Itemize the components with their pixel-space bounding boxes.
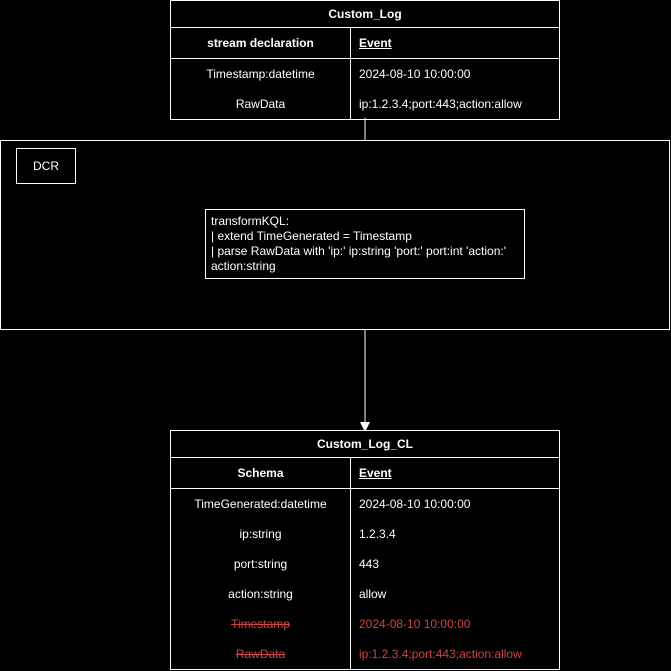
source-event-1: ip:1.2.3.4;port:443;action:allow	[351, 89, 559, 119]
dest-header-event: Event	[351, 458, 559, 488]
dest-row-3: action:string allow	[171, 579, 559, 609]
source-schema-1: RawData	[171, 89, 351, 119]
kql-line-1: | extend TimeGenerated = Timestamp	[211, 229, 519, 244]
dest-row-4: Timestamp 2024-08-10 10:00:00	[171, 609, 559, 639]
source-title: Custom_Log	[171, 1, 559, 28]
dest-event-4: 2024-08-10 10:00:00	[351, 609, 559, 639]
dcr-label: DCR	[16, 148, 76, 184]
dest-schema-1: ip:string	[171, 519, 351, 549]
dest-row-5: RawData ip:1.2.3.4;port:443;action:allow	[171, 639, 559, 669]
source-table: Custom_Log stream declaration Event Time…	[170, 0, 560, 120]
dest-event-1: 1.2.3.4	[351, 519, 559, 549]
dest-schema-4: Timestamp	[171, 609, 351, 639]
dest-row-1: ip:string 1.2.3.4	[171, 519, 559, 549]
dest-row-2: port:string 443	[171, 549, 559, 579]
source-schema-0: Timestamp:datetime	[171, 59, 351, 89]
kql-line-0: transformKQL:	[211, 214, 519, 229]
dest-table: Custom_Log_CL Schema Event TimeGenerated…	[170, 430, 560, 670]
dest-schema-0: TimeGenerated:datetime	[171, 489, 351, 519]
source-header-left: stream declaration	[171, 28, 351, 58]
source-header-row: stream declaration Event	[171, 28, 559, 59]
dest-event-0: 2024-08-10 10:00:00	[351, 489, 559, 519]
kql-line-2: | parse RawData with 'ip:' ip:string 'po…	[211, 244, 519, 274]
dest-schema-2: port:string	[171, 549, 351, 579]
dest-header-row: Schema Event	[171, 458, 559, 489]
source-row-1: RawData ip:1.2.3.4;port:443;action:allow	[171, 89, 559, 119]
dest-title: Custom_Log_CL	[171, 431, 559, 458]
dest-schema-5: RawData	[171, 639, 351, 669]
source-row-0: Timestamp:datetime 2024-08-10 10:00:00	[171, 59, 559, 89]
source-header-event: Event	[351, 28, 559, 58]
arrow-dcr-to-dest	[358, 330, 372, 432]
dest-row-0: TimeGenerated:datetime 2024-08-10 10:00:…	[171, 489, 559, 519]
dest-event-2: 443	[351, 549, 559, 579]
source-event-0: 2024-08-10 10:00:00	[351, 59, 559, 89]
dest-event-5: ip:1.2.3.4;port:443;action:allow	[351, 639, 559, 669]
dest-event-3: allow	[351, 579, 559, 609]
kql-transform-box: transformKQL: | extend TimeGenerated = T…	[205, 209, 525, 279]
dest-schema-3: action:string	[171, 579, 351, 609]
dest-header-left: Schema	[171, 458, 351, 488]
